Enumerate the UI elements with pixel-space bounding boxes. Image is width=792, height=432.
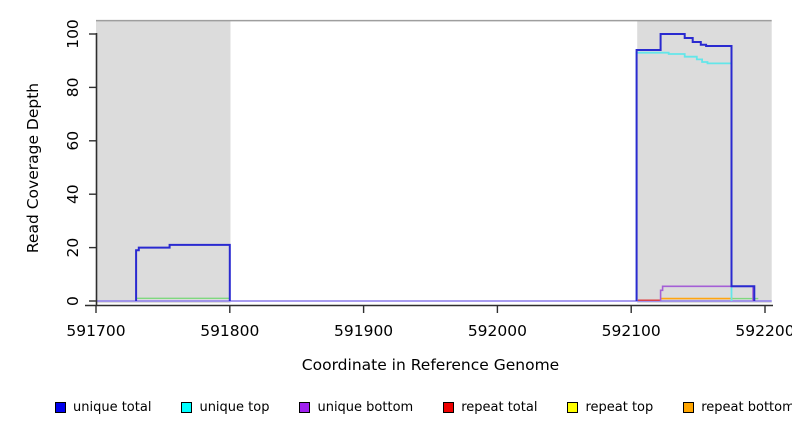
legend-item-unique-top: unique top xyxy=(181,400,269,415)
repeat-region-left xyxy=(96,20,231,304)
legend-label-unique-bottom: unique bottom xyxy=(317,399,414,415)
x-tick-label: 591800 xyxy=(200,322,259,340)
legend-label-repeat-bottom: repeat bottom xyxy=(701,399,792,415)
y-tick-label: 40 xyxy=(64,184,82,204)
legend-item-repeat-bottom: repeat bottom xyxy=(683,400,792,415)
legend-item-repeat-top: repeat top xyxy=(567,400,653,415)
x-tick-label: 591700 xyxy=(66,322,125,340)
x-tick-label: 592000 xyxy=(468,322,527,340)
y-tick-label: 20 xyxy=(64,238,82,258)
legend-item-unique-total: unique total xyxy=(55,400,151,415)
repeat-total-swatch-icon xyxy=(443,401,455,413)
unique-total-swatch-icon xyxy=(55,401,66,413)
y-tick-label: 80 xyxy=(64,78,82,98)
series-unique-total xyxy=(135,243,231,301)
legend-label-unique-total: unique total xyxy=(73,399,152,415)
unique-top-swatch-icon xyxy=(181,401,193,413)
legend-label-unique-top: unique top xyxy=(199,399,270,415)
y-axis-title: Read Coverage Depth xyxy=(24,82,42,254)
x-axis-title: Coordinate in Reference Genome xyxy=(301,356,560,374)
series-unique-total xyxy=(635,33,756,301)
x-tick-label: 591900 xyxy=(334,322,393,340)
repeat-region-right xyxy=(637,20,772,304)
x-tick-label: 592200 xyxy=(735,322,792,340)
repeat-top-swatch-icon xyxy=(567,401,579,413)
legend: unique total unique top unique bottom repea… xyxy=(55,396,792,418)
y-tick-label: 0 xyxy=(64,296,82,306)
legend-item-repeat-total: repeat total xyxy=(443,400,537,415)
legend-item-unique-bottom: unique bottom xyxy=(299,400,413,415)
legend-label-repeat-total: repeat total xyxy=(461,399,538,415)
series-unique-top xyxy=(635,51,733,301)
y-tick-label: 100 xyxy=(64,19,82,49)
series-unique-bottom xyxy=(659,285,754,301)
unique-bottom-swatch-icon xyxy=(299,401,311,413)
legend-label-repeat-top: repeat top xyxy=(585,399,654,415)
x-tick-label: 592100 xyxy=(602,322,661,340)
y-tick-label: 60 xyxy=(64,131,82,151)
repeat-bottom-swatch-icon xyxy=(683,401,695,413)
